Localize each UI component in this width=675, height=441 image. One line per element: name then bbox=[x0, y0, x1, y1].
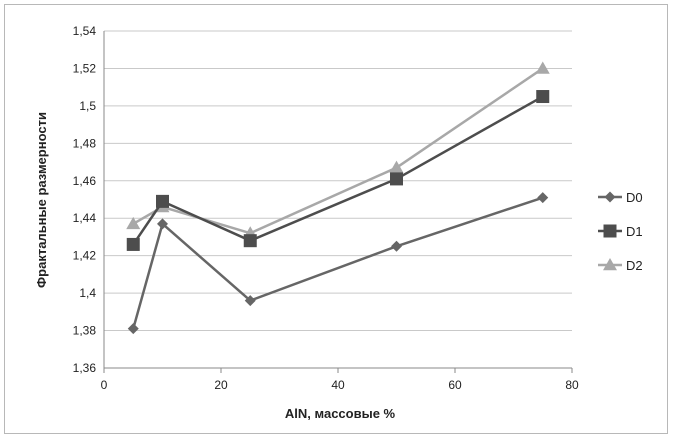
legend-label-d1: D1 bbox=[626, 224, 643, 239]
series-group bbox=[126, 61, 550, 335]
x-tick-label: 20 bbox=[214, 378, 228, 392]
data-point-d0 bbox=[157, 218, 168, 230]
legend-label-d0: D0 bbox=[626, 190, 643, 205]
legend-marker-d1 bbox=[603, 224, 617, 238]
legend-marker-d0 bbox=[604, 191, 616, 203]
y-tick-label: 1,48 bbox=[73, 136, 97, 150]
x-axis-label: AlN, массовые % bbox=[285, 406, 396, 421]
y-tick-label: 1,5 bbox=[79, 99, 96, 113]
data-point-d1 bbox=[243, 234, 257, 248]
grid-lines bbox=[104, 30, 572, 369]
data-point-d2 bbox=[535, 61, 550, 74]
data-point-d0 bbox=[391, 240, 402, 252]
legend: D0 D1 D2 bbox=[598, 190, 643, 273]
y-axis-label: Фрактальные размерности bbox=[34, 112, 49, 288]
data-point-d1 bbox=[390, 172, 403, 186]
data-point-d2 bbox=[389, 160, 404, 173]
legend-item-d2: D2 bbox=[598, 258, 643, 273]
data-point-d1 bbox=[156, 194, 169, 208]
x-tick-labels: 0 20 40 60 80 bbox=[101, 378, 579, 392]
legend-marker-d2 bbox=[603, 258, 617, 271]
y-tick-label: 1,46 bbox=[73, 174, 97, 188]
data-point-d1 bbox=[126, 237, 140, 251]
y-tick-label: 1,42 bbox=[73, 249, 97, 263]
x-tick-label: 80 bbox=[565, 378, 579, 392]
data-point-d0 bbox=[127, 323, 139, 335]
axes bbox=[103, 31, 573, 373]
data-point-d1 bbox=[536, 90, 550, 104]
y-tick-label: 1,52 bbox=[73, 61, 97, 75]
series-line-d2 bbox=[132, 67, 544, 235]
chart-frame bbox=[4, 4, 668, 434]
legend-item-d0: D0 bbox=[598, 190, 643, 205]
data-point-d2 bbox=[126, 216, 141, 230]
legend-item-d1: D1 bbox=[598, 224, 643, 239]
x-tick-label: 40 bbox=[331, 378, 345, 392]
y-tick-labels: 1,36 1,38 1,4 1,42 1,44 1,46 1,48 1,5 1,52 1,54 bbox=[73, 24, 97, 375]
data-point-d0 bbox=[244, 295, 256, 307]
y-tick-label: 1,36 bbox=[73, 361, 97, 375]
y-tick-label: 1,44 bbox=[73, 211, 97, 225]
data-point-d0 bbox=[537, 192, 549, 204]
legend-label-d2: D2 bbox=[626, 258, 643, 273]
y-tick-label: 1,54 bbox=[73, 24, 97, 38]
y-tick-label: 1,4 bbox=[79, 286, 96, 300]
x-tick-label: 0 bbox=[101, 378, 108, 392]
y-tick-label: 1,38 bbox=[73, 324, 97, 338]
series-line-d1 bbox=[132, 95, 544, 246]
x-tick-label: 60 bbox=[448, 378, 462, 392]
